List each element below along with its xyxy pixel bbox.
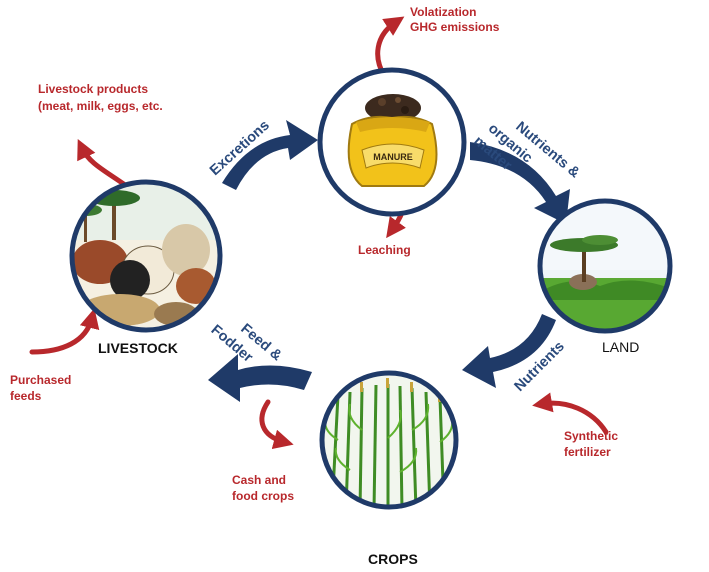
synthetic-fertilizer-line-1: Synthetic bbox=[564, 429, 618, 443]
cash-food-crops-line-1: Cash and bbox=[232, 473, 286, 487]
land-node bbox=[537, 198, 673, 334]
flow-arrow-livestock-to-manure bbox=[222, 120, 318, 190]
livestock-node bbox=[69, 179, 223, 333]
manure-sack-illustration: MANURE bbox=[347, 94, 438, 187]
flow-arrow-manure-to-land bbox=[470, 142, 570, 224]
livestock-products-line-2: (meat, milk, eggs, etc. bbox=[38, 99, 163, 113]
crops-node bbox=[319, 370, 459, 510]
livestock-products-line-1: Livestock products bbox=[38, 82, 148, 96]
leaching-label: Leaching bbox=[358, 243, 411, 257]
volatilization-line-2: GHG emissions bbox=[410, 20, 500, 34]
purchased-feeds-line-1: Purchased bbox=[10, 373, 71, 387]
flow-arrow-crops-to-livestock bbox=[208, 354, 312, 402]
volatilization-line-1: Volatization bbox=[410, 5, 476, 19]
crops-label: CROPS bbox=[368, 551, 418, 567]
crops-illustration bbox=[322, 373, 456, 507]
flow-arrow-land-to-crops bbox=[462, 314, 556, 388]
manure-node: MANURE bbox=[317, 67, 467, 217]
purchased-feeds-arrow bbox=[29, 308, 100, 355]
cash-food-crops-arrow bbox=[259, 399, 294, 450]
synthetic-fertilizer-line-2: fertilizer bbox=[564, 445, 611, 459]
synthetic-fertilizer-arrow bbox=[532, 392, 609, 435]
livestock-label: LIVESTOCK bbox=[98, 340, 178, 356]
land-label: LAND bbox=[602, 339, 639, 355]
purchased-feeds-line-2: feeds bbox=[10, 389, 42, 403]
manure-sack-label: MANURE bbox=[373, 152, 413, 162]
cash-food-crops-line-2: food crops bbox=[232, 489, 294, 503]
